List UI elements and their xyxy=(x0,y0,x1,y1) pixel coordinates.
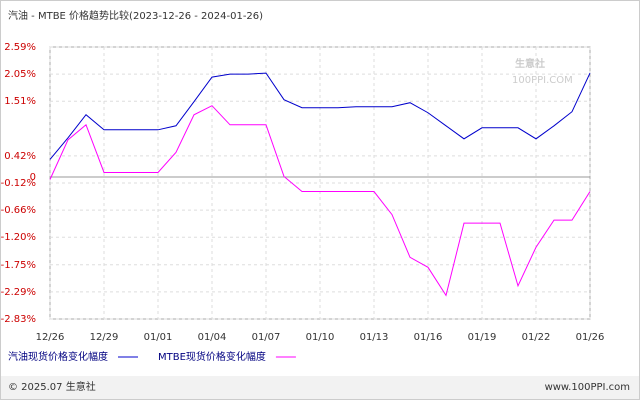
x-tick-label: 01/07 xyxy=(252,332,281,343)
y-tick-label: -1.20% xyxy=(1,232,36,243)
y-tick-label: 2.59% xyxy=(4,42,36,53)
x-tick-label: 01/22 xyxy=(522,332,551,343)
watermark: 100PPI.COM xyxy=(512,75,573,86)
y-tick-label: -1.75% xyxy=(1,260,36,271)
y-tick-label: -2.29% xyxy=(1,287,36,298)
x-tick-label: 12/29 xyxy=(90,332,119,343)
legend-label: MTBE现货价格变化幅度 xyxy=(158,350,266,363)
x-tick-label: 01/04 xyxy=(198,332,227,343)
series-line xyxy=(49,72,591,160)
footer-bar xyxy=(1,376,639,399)
x-tick-label: 12/26 xyxy=(36,332,65,343)
x-tick-label: 01/10 xyxy=(306,332,335,343)
legend-label: 汽油现货价格变化幅度 xyxy=(8,350,108,363)
y-tick-label: -2.83% xyxy=(1,314,36,325)
y-tick-label: 0 xyxy=(30,172,36,183)
y-tick-label: 1.51% xyxy=(4,96,36,107)
x-tick-label: 01/26 xyxy=(576,332,605,343)
footer-right: www.100PPI.com xyxy=(545,382,630,393)
series-line xyxy=(49,105,591,297)
x-tick-label: 01/01 xyxy=(144,332,173,343)
footer-left: © 2025.07 生意社 xyxy=(8,380,96,393)
x-tick-label: 01/13 xyxy=(360,332,389,343)
watermark: 生意社 xyxy=(515,57,545,70)
y-tick-label: 0.42% xyxy=(4,151,36,162)
x-tick-label: 01/16 xyxy=(414,332,443,343)
y-tick-label: -0.66% xyxy=(1,205,36,216)
chart-title: 汽油 - MTBE 价格趋势比较(2023-12-26 - 2024-01-26… xyxy=(8,9,263,22)
y-tick-label: -0.12% xyxy=(1,178,36,189)
y-tick-label: 2.05% xyxy=(4,69,36,80)
x-tick-label: 01/19 xyxy=(468,332,497,343)
